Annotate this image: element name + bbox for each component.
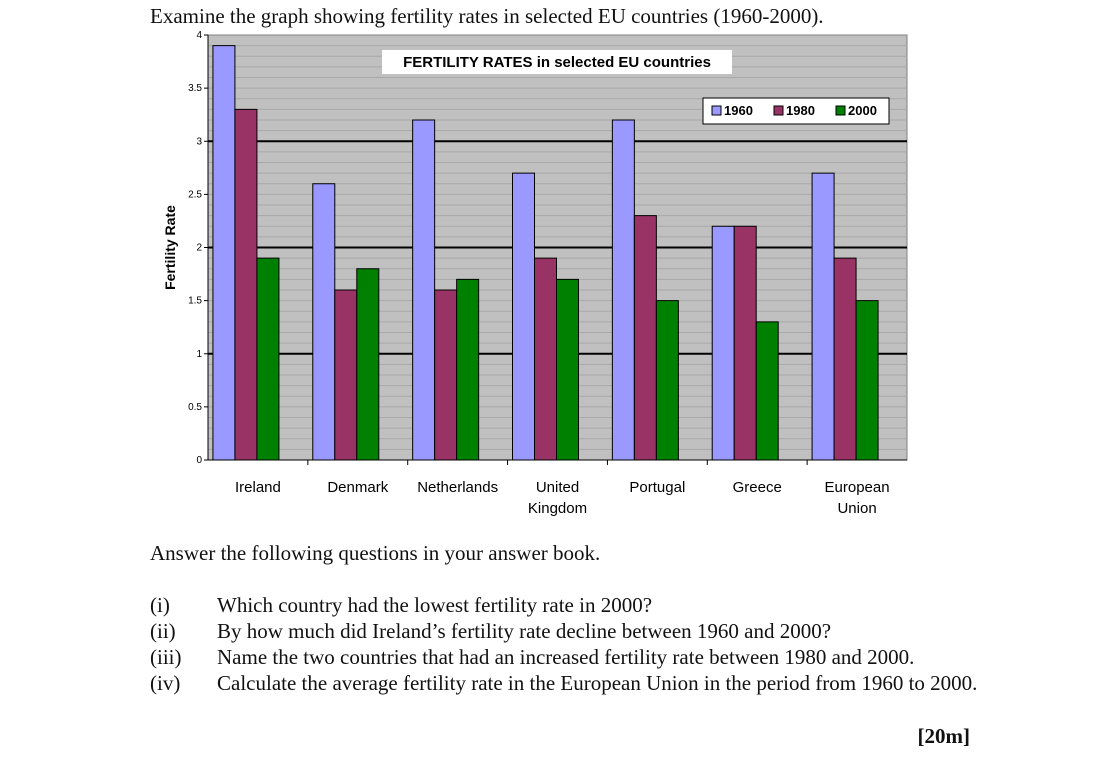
legend-swatch-2000 [835,105,846,116]
question-number: (ii) [150,619,176,643]
question-number: (iv) [150,671,181,695]
question-item: (ii) By how much did Ireland’s fertility… [150,618,980,644]
x-tick-label: Greece [733,479,782,496]
question-text: Name the two countries that had an incre… [217,645,915,669]
y-tick-label: 2 [196,243,202,254]
question-number: (i) [150,593,170,617]
question-number: (iii) [150,645,182,669]
legend-label-1960: 1960 [724,103,753,118]
bar-2000 [456,278,480,461]
marks-label: [20m] [917,724,970,748]
bar-2000 [655,300,679,461]
question-item: (iii) Name the two countries that had an… [150,644,980,670]
legend-box [702,97,890,125]
y-tick-label: 3.5 [188,83,202,94]
bar-1960 [212,45,236,461]
x-tick-label: Denmark [327,479,388,496]
x-tick-label: Ireland [235,479,281,496]
legend-label-1980: 1980 [786,103,815,118]
question-heading: Examine the graph showing fertility rate… [150,4,824,28]
y-tick-label: 0.5 [188,402,202,413]
x-tick-label: Netherlands [417,479,498,496]
bar-1980 [534,257,557,461]
bar-1960 [512,172,535,461]
y-tick-label: 0 [196,455,202,466]
y-tick-label: 1 [196,349,202,360]
bar-1980 [234,108,258,461]
question-text: Which country had the lowest fertility r… [217,593,653,617]
bar-2000 [755,321,779,461]
x-tick-label: Kingdom [528,500,587,517]
chart-title: FERTILITY RATES in selected EU countries [403,54,711,71]
bar-1980 [434,289,458,461]
bar-1960 [711,225,735,461]
question-text: By how much did Ireland’s fertility rate… [217,619,832,643]
bar-2000 [855,300,879,461]
question-text: Calculate the average fertility rate in … [217,671,978,695]
bar-1980 [633,215,657,461]
bar-1960 [811,172,835,461]
bar-2000 [356,268,380,461]
fertility-bar-chart: 0 0.5 1 1.5 2 2.5 3 3.5 4 Fertility Rate Ireland De… [162,30,908,517]
bar-2000 [256,257,280,461]
legend-swatch-1960 [711,105,722,116]
x-tick-label: Union [837,500,876,517]
legend-swatch-1980 [773,105,784,116]
question-item: (iv) Calculate the average fertility rat… [150,670,980,696]
x-tick-label: European [825,479,890,496]
x-tick-label: Portugal [629,479,685,496]
x-tick-label: United [536,479,579,496]
bar-1960 [611,119,635,461]
y-tick-label: 1.5 [188,296,202,307]
question-list: (i) Which country had the lowest fertili… [150,592,980,696]
bar-1960 [412,119,436,461]
bar-1960 [312,183,336,461]
answer-instructions: Answer the following questions in your a… [150,541,601,565]
bar-1980 [334,289,358,461]
y-tick-label: 3 [196,136,202,147]
legend-label-2000: 2000 [848,103,877,118]
question-item: (i) Which country had the lowest fertili… [150,592,980,618]
y-tick-label: 4 [196,30,202,41]
bar-1980 [733,225,757,461]
bar-1980 [833,257,857,461]
y-axis-label: Fertility Rate [162,205,178,290]
y-tick-label: 2.5 [188,189,202,200]
bar-2000 [556,278,579,461]
chart-title-box [382,50,732,74]
